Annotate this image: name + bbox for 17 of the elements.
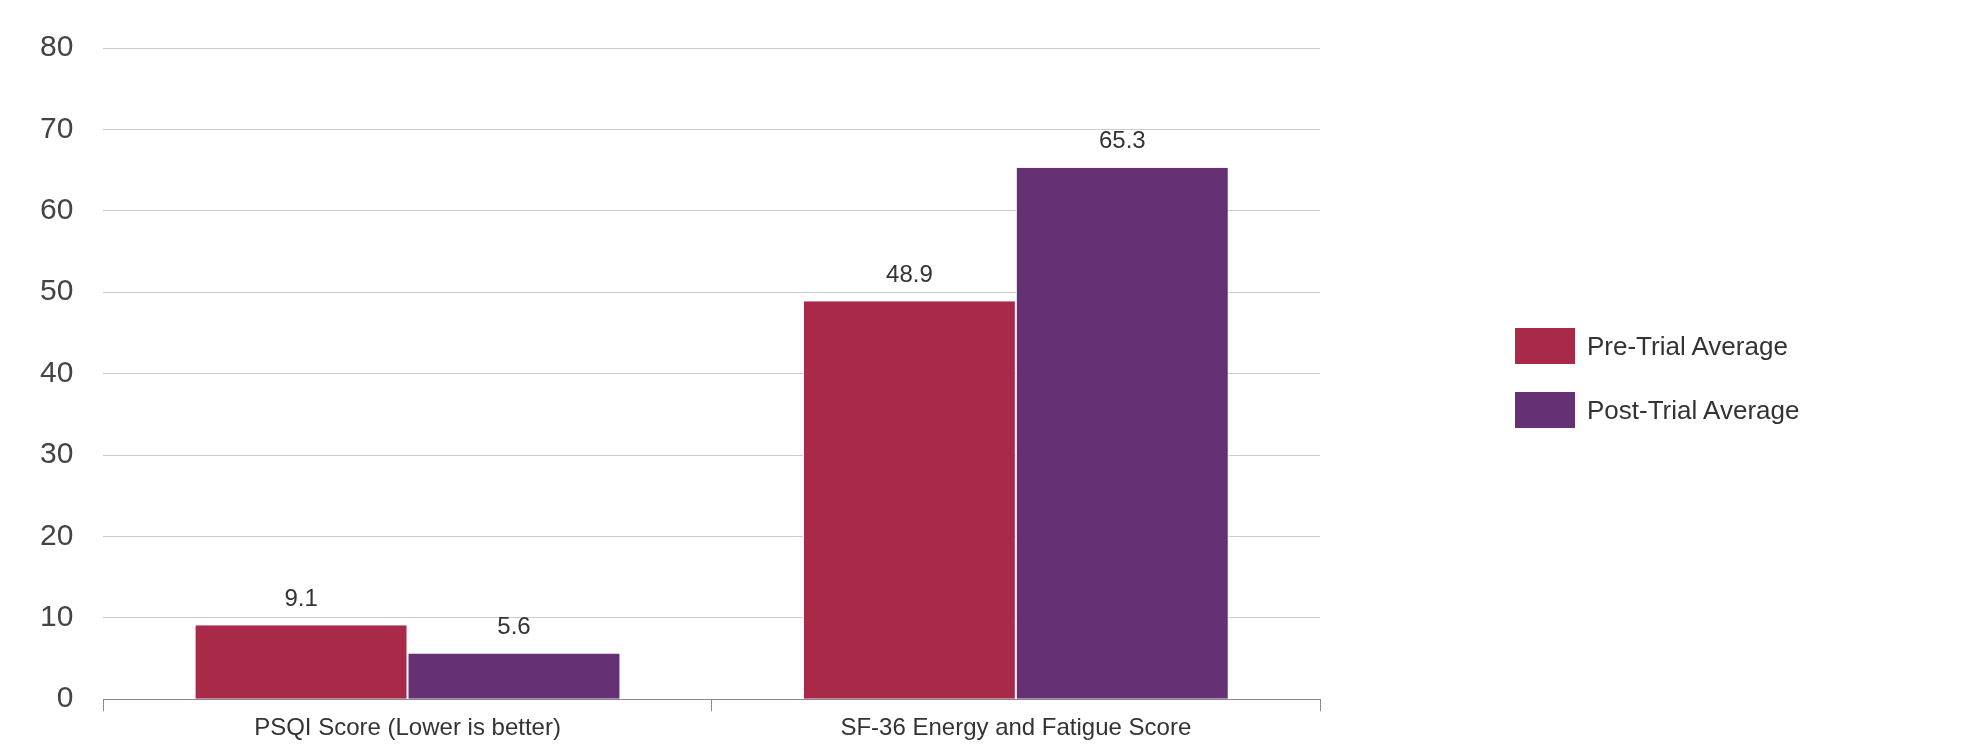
legend-label: Pre-Trial Average [1587,330,1788,362]
y-tick-label: 50 [39,273,74,307]
y-tick-label: 70 [39,110,74,144]
legend-label: Post-Trial Average [1587,394,1800,426]
x-tick-label: SF-36 Energy and Fatigue Score [840,713,1192,741]
y-tick-label: 0 [56,680,74,714]
y-tick-label: 20 [39,517,74,551]
y-tick-label: 10 [39,599,74,633]
data-label: 5.6 [497,612,531,640]
data-label: 48.9 [886,259,933,287]
y-tick-label: 40 [39,354,74,388]
data-label: 65.3 [1098,126,1146,154]
x-tick-label: PSQI Score (Lower is better) [254,713,561,741]
y-tick-label: 80 [39,29,74,63]
y-tick-label: 30 [39,436,74,470]
y-tick-label: 60 [39,192,74,226]
data-label: 9.1 [284,583,318,611]
